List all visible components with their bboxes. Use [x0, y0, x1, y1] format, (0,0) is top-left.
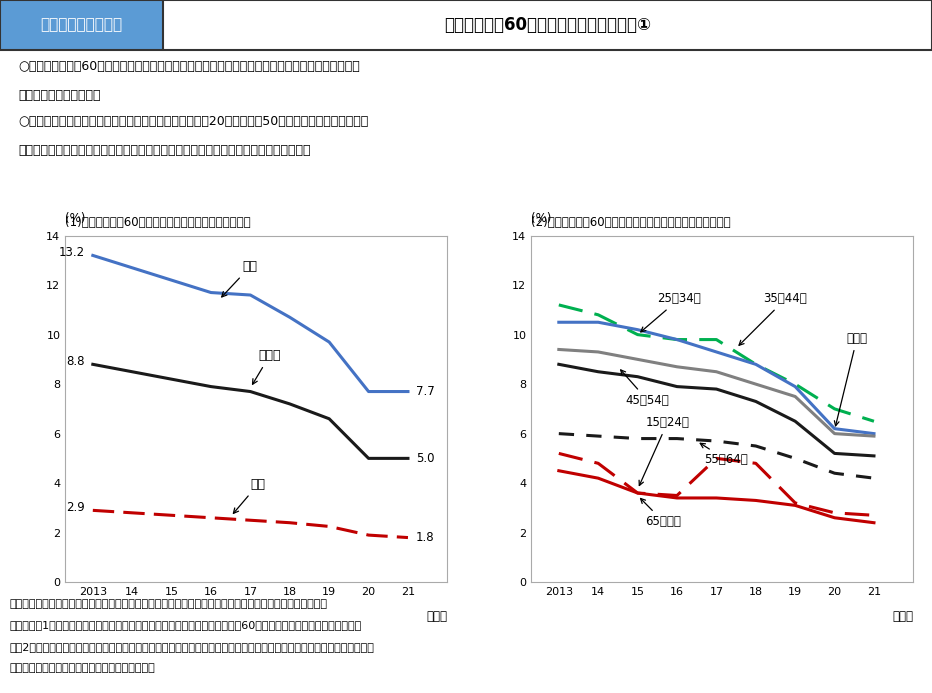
Text: 年齢計: 年齢計: [834, 332, 868, 426]
Text: 性の低下幅が大きい。: 性の低下幅が大きい。: [19, 89, 101, 102]
Text: 55～64歳: 55～64歳: [700, 444, 748, 466]
Text: 15～24歳: 15～24歳: [639, 416, 690, 486]
Text: 資料出所　総務省統計局『労働力調査（基本集計）』をもとに厚生労働省政策統括官付政策統括室にて作成: 資料出所 総務省統計局『労働力調査（基本集計）』をもとに厚生労働省政策統括官付政…: [9, 599, 327, 609]
Text: （年）: （年）: [426, 610, 447, 623]
Text: 週間就業時閖60時間以上の雇用者の状況①: 週間就業時閖60時間以上の雇用者の状況①: [444, 16, 651, 34]
Text: ○　週間就業時閖60時間以上の雇用者の割合は低下傾向で推移しており，男女別にみると、特に男: ○ 週間就業時閖60時間以上の雇用者の割合は低下傾向で推移しており，男女別にみる…: [19, 60, 361, 73]
Bar: [0, 0, 163, 50]
Text: 5.0: 5.0: [416, 452, 434, 465]
Text: 13.2: 13.2: [59, 247, 85, 259]
Text: 基準のベンチマーク人口に基づいた割合。: 基準のベンチマーク人口に基づいた割合。: [9, 663, 155, 673]
Text: 65歳以上: 65歳以上: [640, 498, 681, 528]
Text: (2)週間就業時閖60時間以上の雇用者の割合（年齢階級別）: (2)週間就業時閖60時間以上の雇用者の割合（年齢階級別）: [531, 216, 731, 229]
Text: 2）２０１８年～２０２１年までの割合は、ベンチマーク人口を２０２０年国勢調査基準に切り替えたことに伴い、新: 2）２０１８年～２０２１年までの割合は、ベンチマーク人口を２０２０年国勢調査基準…: [9, 642, 374, 651]
Text: 女性: 女性: [233, 478, 266, 514]
Text: （注）　1）非農林業雇用者（休業者を除く）総数に占める週間就業時間う60時間以上の者の割合を表したもの。: （注） 1）非農林業雇用者（休業者を除く）総数に占める週間就業時間う60時間以上…: [9, 620, 362, 630]
Text: 35～44歳: 35～44歳: [739, 292, 807, 345]
Text: 2.9: 2.9: [66, 501, 85, 514]
Text: 45～54歳: 45～54歳: [621, 370, 669, 407]
Text: （年）: （年）: [892, 610, 913, 623]
Text: (%): (%): [65, 212, 86, 225]
Text: (%): (%): [531, 212, 552, 225]
Text: 25～34歳: 25～34歳: [641, 292, 701, 332]
Text: ○　年齢階級別でみると、特に、比較的高い水準にある20歳台後半～50歳台前半の年齢層において: ○ 年齢階級別でみると、特に、比較的高い水準にある20歳台後半～50歳台前半の年…: [19, 115, 369, 128]
Text: 男性: 男性: [222, 261, 257, 297]
Text: 7.7: 7.7: [416, 385, 434, 398]
Text: 8.8: 8.8: [66, 356, 85, 369]
Text: (1)週間就業時閖60時間以上の雇用者の割合（男女別）: (1)週間就業時閖60時間以上の雇用者の割合（男女別）: [65, 216, 251, 229]
Text: 男女計: 男女計: [253, 349, 281, 384]
Bar: [163, 0, 932, 50]
Text: 近年低下傾向が顕著にみられ、２０２１年は全ての年齢階級でほぼ横ばいとなった。: 近年低下傾向が顕著にみられ、２０２１年は全ての年齢階級でほぼ横ばいとなった。: [19, 144, 311, 157]
Text: 1.8: 1.8: [416, 531, 434, 544]
Text: 第１－（３）－７図: 第１－（３）－７図: [40, 17, 123, 33]
